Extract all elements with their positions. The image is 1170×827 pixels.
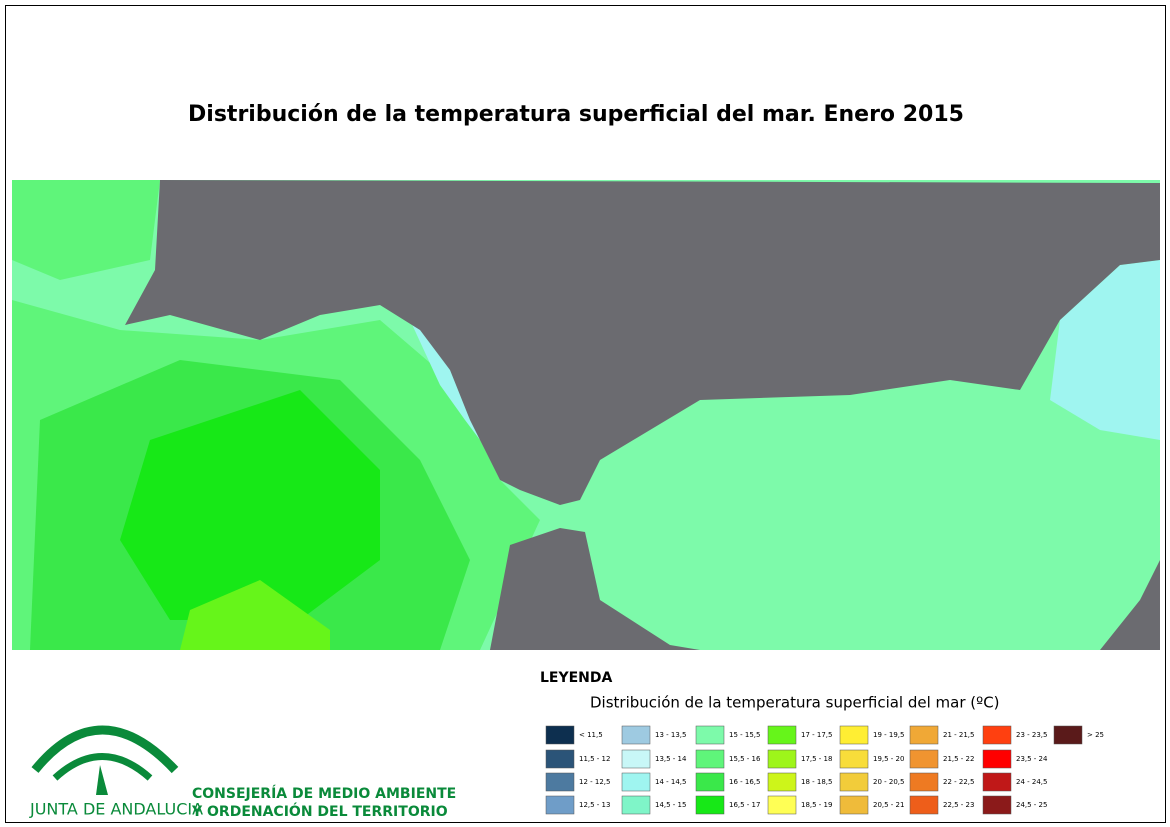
legend-label: 12 - 12,5 bbox=[579, 778, 610, 786]
legend-swatch bbox=[621, 772, 651, 792]
legend-swatch bbox=[982, 749, 1012, 769]
legend-label: 18 - 18,5 bbox=[801, 778, 832, 786]
legend-swatch bbox=[621, 795, 651, 815]
legend-label: 20,5 - 21 bbox=[873, 801, 904, 809]
sea-zone bbox=[410, 320, 480, 440]
legend-label: < 11,5 bbox=[579, 731, 603, 739]
legend-swatch bbox=[909, 795, 939, 815]
sea-zone bbox=[120, 390, 380, 620]
legend-swatch bbox=[695, 749, 725, 769]
logo-name: JUNTA DE ANDALUCIA bbox=[29, 800, 203, 819]
legend-label: 13 - 13,5 bbox=[655, 731, 686, 739]
legend-swatch bbox=[839, 725, 869, 745]
legend-swatch bbox=[621, 725, 651, 745]
legend-swatch bbox=[1053, 725, 1083, 745]
legend-swatch bbox=[621, 749, 651, 769]
legend-label: 20 - 20,5 bbox=[873, 778, 904, 786]
land bbox=[490, 528, 700, 650]
legend-swatch bbox=[767, 725, 797, 745]
legend-swatch bbox=[695, 772, 725, 792]
legend-swatch bbox=[767, 772, 797, 792]
legend-swatch bbox=[839, 749, 869, 769]
legend-label: 16,5 - 17 bbox=[729, 801, 760, 809]
legend-subtitle: Distribución de la temperatura superfici… bbox=[590, 694, 1000, 712]
legend-swatch bbox=[545, 795, 575, 815]
legend-swatch bbox=[839, 772, 869, 792]
sea-zone bbox=[180, 580, 330, 650]
legend-label: 17,5 - 18 bbox=[801, 755, 832, 763]
map bbox=[12, 180, 1160, 650]
logo-arc bbox=[52, 753, 153, 781]
legend-label: 12,5 - 13 bbox=[579, 801, 610, 809]
legend-swatch bbox=[909, 772, 939, 792]
sea-zone bbox=[1050, 260, 1160, 440]
legend-label: 15 - 15,5 bbox=[729, 731, 760, 739]
legend-swatch bbox=[695, 725, 725, 745]
legend-swatch bbox=[982, 725, 1012, 745]
legend-swatch bbox=[909, 749, 939, 769]
logo-column bbox=[96, 765, 108, 795]
legend-swatch bbox=[839, 795, 869, 815]
legend-label: 21 - 21,5 bbox=[943, 731, 974, 739]
legend-label: 22 - 22,5 bbox=[943, 778, 974, 786]
legend-label: 24 - 24,5 bbox=[1016, 778, 1047, 786]
legend-label: 19,5 - 20 bbox=[873, 755, 904, 763]
land bbox=[1100, 560, 1160, 650]
logo-arc bbox=[31, 725, 179, 774]
legend-label: 15,5 - 16 bbox=[729, 755, 761, 763]
legend-swatch bbox=[545, 725, 575, 745]
legend-swatch bbox=[909, 725, 939, 745]
legend-label: 13,5 - 14 bbox=[655, 755, 687, 763]
legend-label: 19 - 19,5 bbox=[873, 731, 904, 739]
land bbox=[125, 180, 1160, 505]
legend-swatch bbox=[767, 749, 797, 769]
logo: JUNTA DE ANDALUCIA CONSEJERÍA DE MEDIO A… bbox=[29, 725, 456, 820]
legend-label: 23,5 - 24 bbox=[1016, 755, 1048, 763]
legend-heading: LEYENDA bbox=[540, 670, 613, 686]
legend-swatch bbox=[545, 772, 575, 792]
legend-label: 21,5 - 22 bbox=[943, 755, 974, 763]
legend-label: 17 - 17,5 bbox=[801, 731, 832, 739]
legend-label: 23 - 23,5 bbox=[1016, 731, 1047, 739]
legend-label: 14,5 - 15 bbox=[655, 801, 686, 809]
legend: < 11,5 11,5 - 12 12 - 12,5 12,5 - 13 13 - 13… bbox=[545, 725, 1104, 815]
logo-line: CONSEJERÍA DE MEDIO AMBIENTE bbox=[192, 785, 456, 802]
legend-swatch bbox=[767, 795, 797, 815]
map-title: Distribución de la temperatura superfici… bbox=[188, 102, 964, 127]
sea-zone bbox=[12, 180, 160, 280]
legend-swatch bbox=[982, 795, 1012, 815]
logo-line: Y ORDENACIÓN DEL TERRITORIO bbox=[191, 802, 448, 820]
legend-label: > 25 bbox=[1087, 731, 1104, 739]
legend-swatch bbox=[695, 795, 725, 815]
legend-label: 22,5 - 23 bbox=[943, 801, 974, 809]
legend-label: 14 - 14,5 bbox=[655, 778, 686, 786]
legend-label: 18,5 - 19 bbox=[801, 801, 832, 809]
legend-label: 24,5 - 25 bbox=[1016, 801, 1047, 809]
legend-label: 11,5 - 12 bbox=[579, 755, 610, 763]
legend-label: 16 - 16,5 bbox=[729, 778, 760, 786]
legend-swatch bbox=[545, 749, 575, 769]
legend-swatch bbox=[982, 772, 1012, 792]
